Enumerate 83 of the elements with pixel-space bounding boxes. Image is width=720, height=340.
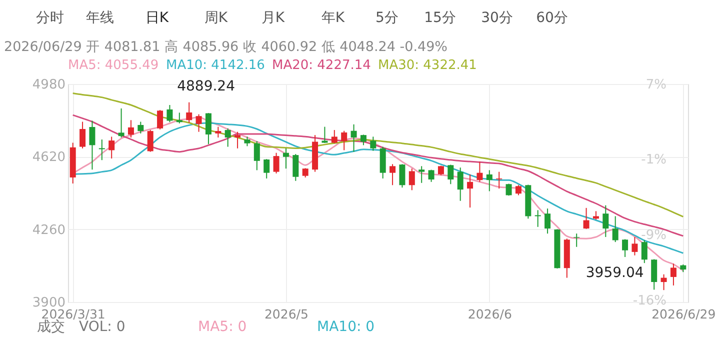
chart-title: 2026/06/29 开 4081.81 高 4085.96 收 4060.92 低 4048.24 -0.49% <box>4 39 448 55</box>
candlestick <box>292 154 299 182</box>
candlestick <box>457 167 464 202</box>
text: 分时 <box>36 10 64 26</box>
candlestick <box>467 174 474 208</box>
candlestick <box>176 112 182 124</box>
candlestick <box>632 236 638 256</box>
text: MA20: 4227.14 <box>272 58 371 73</box>
candlestick <box>515 184 522 196</box>
text: 5分 <box>376 10 398 26</box>
candlestick <box>390 164 396 186</box>
candlestick <box>234 131 241 149</box>
candlestick <box>360 134 366 146</box>
candlestick <box>486 170 492 192</box>
candlestick <box>408 168 415 191</box>
candlestick <box>544 208 551 234</box>
line-series <box>72 92 684 218</box>
candlestick <box>224 128 231 148</box>
x-tick-label: 2026/5 <box>264 306 308 322</box>
text: 30分 <box>481 10 513 26</box>
candlestick <box>428 169 434 182</box>
candlestick <box>186 102 192 124</box>
candlestick <box>496 171 502 190</box>
candlestick <box>370 136 376 152</box>
candlestick <box>448 164 454 185</box>
candlestick <box>147 130 154 152</box>
candlestick <box>341 130 348 151</box>
text: MA10: 4142.16 <box>166 58 265 73</box>
candlestick <box>254 140 260 171</box>
candlestick <box>118 108 124 138</box>
candlestick <box>128 120 134 138</box>
text: MA30: 4322.41 <box>378 58 477 73</box>
text: 成交 <box>37 319 65 335</box>
candlestick <box>583 207 590 230</box>
text: 年线 <box>86 10 114 26</box>
text: MA5: 4055.49 <box>68 58 159 73</box>
x-tick-label: 2026/6/29 <box>652 306 716 322</box>
candlestick <box>273 152 280 174</box>
candlestick <box>98 139 105 161</box>
y-tick-label: 4980 <box>32 78 66 92</box>
candlestick <box>602 204 609 238</box>
candlestick <box>476 161 483 182</box>
text: MA10: 0 <box>317 319 375 335</box>
candlestick <box>80 121 86 149</box>
annotation: 4889.24 <box>177 78 236 94</box>
y-tick-label: 4260 <box>32 222 66 238</box>
candlestick <box>670 263 676 286</box>
candlestick <box>157 110 164 130</box>
candlestick <box>612 216 618 243</box>
candlestick <box>534 210 541 228</box>
text: 周K <box>204 10 228 26</box>
candlestick <box>331 130 338 144</box>
candlestick <box>302 168 308 178</box>
annotation: 3959.04 <box>586 265 644 282</box>
candlestick <box>641 240 648 264</box>
candlestick <box>282 148 289 170</box>
text: VOL: 0 <box>79 319 126 335</box>
candlestick <box>399 164 406 188</box>
candlestick <box>660 274 667 291</box>
text: MA5: 0 <box>198 319 247 335</box>
candlestick <box>506 183 512 196</box>
candlestick <box>215 126 222 138</box>
candlestick <box>196 114 202 132</box>
candlestick <box>108 136 115 159</box>
candlestick <box>244 136 250 147</box>
text: 年K <box>321 10 346 26</box>
candlestick <box>205 112 212 145</box>
text: 日K <box>145 10 170 26</box>
candlestick <box>438 165 444 176</box>
candlestick <box>264 158 270 179</box>
candlestick <box>622 238 628 258</box>
x-tick-label: 2026/6 <box>468 306 512 322</box>
candlestick <box>350 124 357 152</box>
candlestick <box>322 126 328 144</box>
candlestick <box>166 104 173 123</box>
candlestick <box>89 120 96 170</box>
text: 月K <box>261 10 286 26</box>
candlestick <box>138 121 144 134</box>
text: 15分 <box>424 10 456 26</box>
text: 60分 <box>536 10 568 26</box>
candlestick <box>418 166 425 184</box>
candlestick <box>651 258 658 290</box>
y-tick-label: 4620 <box>32 150 66 166</box>
